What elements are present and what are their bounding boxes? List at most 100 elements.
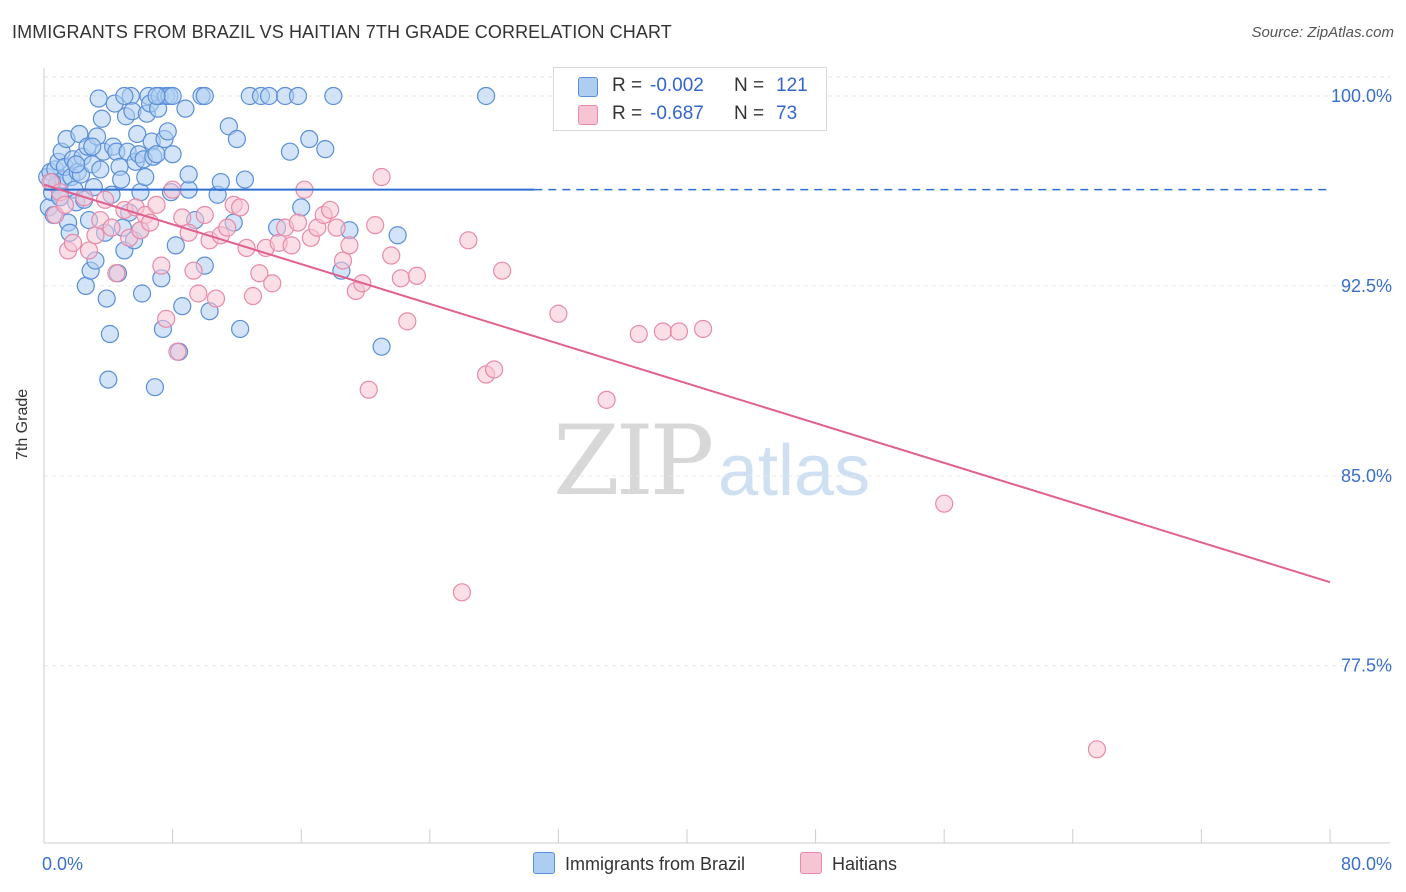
brazil-point [195,86,214,106]
brazil-point [136,167,155,187]
watermark-zip: ZIP [553,405,714,517]
legend-r-label: R = [612,103,643,124]
brazil-point [179,165,198,184]
haiti-point [206,289,226,308]
haiti-point [184,261,203,280]
legend-row-haitians: R = -0.687 N = 73 [554,100,826,128]
haiti-point [382,246,401,265]
haiti-point [493,261,512,280]
haiti-point [407,266,427,285]
haiti-point [398,312,417,331]
brazil-point [92,109,111,128]
haiti-point [79,241,99,260]
trend-lines [43,183,1331,584]
haiti-point [359,380,378,399]
haiti-point [321,200,340,220]
haiti-point [693,319,713,339]
haiti-point [55,195,74,214]
bottom-legend-swatch-haitians [800,852,822,874]
brazil-point [100,324,120,344]
legend-row-brazil: R = -0.002 N = 121 [554,72,826,100]
brazil-point [128,124,147,144]
y-tick-label: 85.0% [1341,466,1392,486]
brazil-point [91,160,110,179]
haiti-point [250,264,269,283]
brazil-point [288,86,308,106]
brazil-point [115,86,134,106]
haiti-point [102,218,121,237]
haiti-point [107,264,126,283]
legend-r-label: R = [612,75,643,96]
haiti-point [669,322,689,341]
haiti-point [597,390,616,409]
brazil-point [324,86,343,106]
brazil-point [316,140,335,159]
brazil-point [235,170,255,189]
haiti-point [288,213,308,232]
brazil-point [292,198,311,217]
brazil-point [76,276,95,296]
haiti-point [935,494,954,513]
correlation-legend: R = -0.002 N = 121 R = -0.687 N = 73 [553,67,827,131]
legend-n-label: N = [734,75,765,96]
watermark-atlas: atlas [718,431,871,511]
brazil-point [231,319,250,339]
brazil-point [300,129,319,149]
legend-r-value: -0.687 [650,103,704,124]
legend-n-label: N = [734,103,765,124]
haiti-point [243,286,263,306]
legend-n-value: 73 [776,103,798,124]
haiti-point [282,236,301,255]
brazil-point [176,99,195,118]
haiti-point [391,269,410,288]
haiti-point [168,342,187,361]
bottom-legend-swatch-brazil [533,852,555,874]
haiti-point [452,583,472,602]
y-tick-label: 77.5% [1341,656,1392,676]
brazil-point [67,155,86,174]
legend-swatch-brazil [578,77,598,97]
brazil-point [112,170,131,189]
brazil-point [280,142,300,161]
series-brazil-points [38,86,496,397]
brazil-point [259,86,279,106]
haiti-point [629,324,648,344]
brazil-point [99,370,118,389]
haiti-point [372,167,391,187]
grid-lines [44,76,1390,667]
brazil-point [388,226,407,245]
legend-n-value: 121 [776,75,808,96]
haiti-point [366,216,385,235]
haiti-point [231,198,250,217]
haiti-point [653,322,672,341]
haiti-point [218,218,237,237]
haiti-point [459,231,478,250]
bottom-legend-label-brazil: Immigrants from Brazil [565,854,746,874]
y-axis-label: 7th Grade [14,388,31,460]
chart-title: IMMIGRANTS FROM BRAZIL VS HAITIAN 7TH GR… [12,22,672,42]
haiti-point [86,226,105,245]
haiti-point [340,236,359,255]
brazil-point [131,183,150,202]
haiti-point [152,256,171,275]
haiti-point [189,284,208,303]
y-tick-label: 92.5% [1341,276,1392,296]
haiti-point [1087,740,1107,759]
brazil-point [97,289,116,308]
haiti-point [485,360,504,379]
brazil-point [158,122,177,141]
haiti-point [549,304,568,323]
legend-r-value: -0.002 [650,75,704,96]
legend-swatch-haitians [578,105,598,125]
haiti-point [157,309,176,328]
haiti-point [195,205,214,225]
haiti-point [327,218,346,237]
brazil-point [476,86,496,106]
brazil-point [89,89,108,108]
brazil-point [227,129,246,149]
haiti-trend-line [43,183,1331,584]
bottom-legend-brazil[interactable]: Immigrants from Brazil [533,852,745,875]
brazil-point [147,145,166,164]
bottom-legend-haitians[interactable]: Haitians [800,852,897,875]
